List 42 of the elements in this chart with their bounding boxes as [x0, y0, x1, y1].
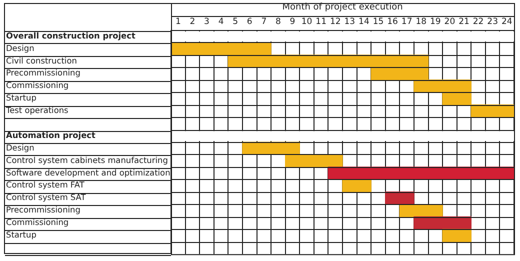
x-tick-label: 11: [316, 17, 326, 28]
y-tick-label: Overall construction project: [6, 30, 136, 40]
y-tick-label: Control system FAT: [6, 180, 86, 190]
bar: [342, 179, 372, 192]
y-tick-label: Design: [6, 142, 34, 152]
y-tick-label: Startup: [6, 92, 36, 103]
x-tick-label: 14: [358, 17, 370, 28]
y-tick-label: Automation project: [6, 130, 96, 140]
y-tick-label: Test operations: [5, 105, 68, 116]
y-tick-label: Commissioning: [6, 217, 69, 228]
x-tick-label: 3: [204, 17, 210, 28]
x-tick-label: 8: [275, 17, 281, 28]
x-tick-label: 24: [501, 17, 512, 28]
x-tick-label: 2: [190, 17, 196, 28]
x-tick-label: 10: [301, 17, 312, 28]
y-tick-label: Control system cabinets manufacturing: [6, 154, 168, 165]
x-tick-label: 1: [175, 17, 181, 28]
x-tick-label: 20: [444, 17, 456, 28]
x-tick-label: 23: [487, 17, 498, 28]
y-tick-label: Design: [6, 42, 34, 53]
x-tick-label: 17: [401, 17, 412, 28]
bar: [442, 228, 472, 242]
y-tick-label: Startup: [6, 230, 36, 240]
x-tick-label: 21: [458, 17, 470, 28]
x-tick-label: 15: [372, 17, 384, 28]
x-tick-label: 16: [387, 17, 398, 28]
x-tick-label: 7: [261, 17, 267, 28]
x-tick-label: 12: [330, 17, 341, 28]
x-tick-label: 5: [232, 17, 238, 28]
y-tick-label: Precommissioning: [6, 68, 80, 78]
x-tick-label: 13: [344, 17, 356, 28]
y-tick-label: Control system SAT: [6, 192, 87, 202]
x-tick-label: 18: [416, 17, 427, 28]
x-tick-label: 19: [430, 17, 441, 28]
y-tick-label: Civil construction: [6, 55, 77, 66]
y-tick-label: Precommissioning: [6, 204, 80, 215]
x-tick-label: 4: [218, 17, 224, 28]
x-tick-label: 9: [290, 17, 296, 28]
y-tick-label: Commissioning: [6, 80, 69, 90]
y-tick-label: Software development and optimization: [6, 167, 170, 178]
x-tick-label: 6: [246, 17, 252, 28]
x-tick-label: 22: [472, 17, 484, 28]
